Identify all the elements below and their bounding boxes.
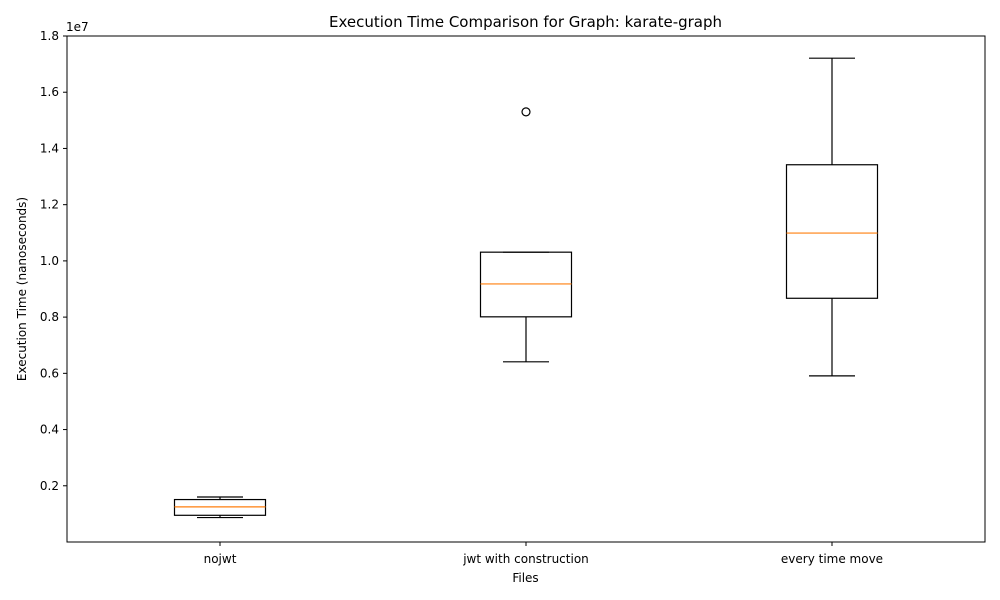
plot-frame [66, 35, 986, 543]
y-tick-label: 1.6 [40, 85, 59, 99]
y-tick-label: 0.8 [40, 310, 59, 324]
plot-area: 0.2 0.4 0.6 0.8 1.0 1.2 1.4 1.6 1.8 nojwt jwt with… [40, 29, 986, 566]
y-axis-offset-label: 1e7 [66, 20, 89, 34]
x-tick-label: every time move [781, 552, 883, 566]
x-tick-label: nojwt [204, 552, 237, 566]
y-tick-label: 0.4 [40, 423, 59, 437]
chart-title: Execution Time Comparison for Graph: kar… [329, 13, 722, 31]
y-tick-label: 0.6 [40, 366, 59, 380]
y-axis-label: Execution Time (nanoseconds) [15, 197, 29, 381]
box [785, 164, 879, 299]
y-tick-label: 0.2 [40, 479, 59, 493]
y-tick-label: 1.2 [40, 198, 59, 212]
y-tick-label: 1.0 [40, 254, 59, 268]
y-tick-label: 1.8 [40, 29, 59, 43]
y-tick-label: 1.4 [40, 141, 59, 155]
outlier-point [521, 107, 531, 117]
x-axis-label: Files [512, 571, 538, 585]
x-tick-label: jwt with construction [462, 552, 589, 566]
